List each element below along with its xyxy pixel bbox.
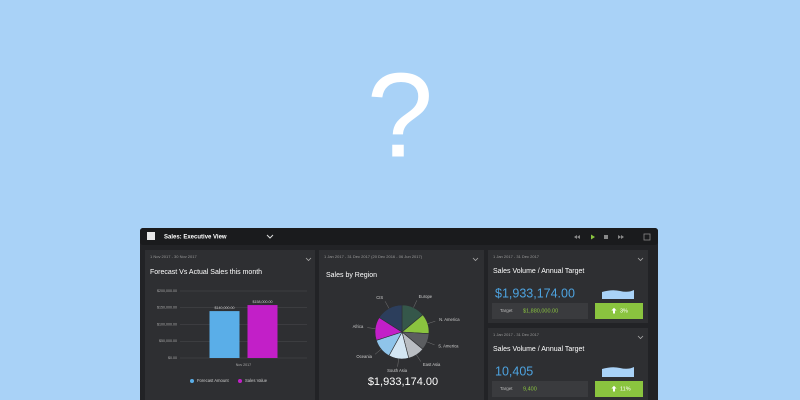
collapse-icon[interactable] (305, 257, 312, 262)
legend-swatch (190, 379, 194, 383)
bar-value-label: $140,000.00 (215, 306, 235, 310)
leader-line (427, 341, 435, 346)
kpi-value: 10,405 (495, 364, 533, 378)
header-bar (140, 228, 658, 245)
target-label: Target (500, 308, 513, 313)
fullscreen-button[interactable] (643, 233, 651, 241)
collapse-icon[interactable] (637, 335, 644, 340)
change-value: 3% (620, 308, 628, 314)
leader-line (397, 358, 399, 367)
play-button[interactable] (591, 234, 595, 240)
pie-slice (378, 304, 403, 333)
sparkline (602, 290, 634, 299)
legend-swatch (238, 379, 242, 383)
up-arrow (611, 385, 617, 392)
y-tick-label: $150,000.00 (157, 306, 177, 310)
pie-label: Oceania (356, 354, 372, 359)
leader-line (427, 320, 436, 324)
kpi-title: Sales Volume / Annual Target (493, 268, 584, 275)
collapse-icon[interactable] (472, 257, 479, 262)
kpi-title: Sales Volume / Annual Target (493, 346, 584, 353)
pie-label: CIS (376, 295, 383, 300)
panel-title: Sales by Region (326, 272, 377, 279)
prev-button[interactable] (574, 235, 580, 239)
kpi-value: $1,933,174.00 (495, 286, 575, 300)
logo (147, 232, 155, 240)
target-box (492, 303, 588, 319)
collapse-icon[interactable] (637, 257, 644, 262)
date-range: 1 Nov 2017 - 30 Nov 2017 (150, 254, 197, 259)
date-range: 1 Jan 2017 - 31 Dec 2017 (20 Dec 2016 - … (324, 254, 423, 259)
target-value: $1,880,000.00 (523, 308, 558, 314)
pie-label: S. America (438, 343, 459, 348)
sparkline (602, 367, 634, 377)
stop-button[interactable] (604, 235, 608, 239)
target-box (492, 381, 588, 397)
legend-label: Forecast Amount (197, 378, 229, 383)
bar-value-label: $158,000.00 (253, 300, 273, 304)
question-mark: ? (367, 49, 434, 183)
target-value: 9,400 (523, 386, 537, 392)
leader-line (367, 327, 376, 329)
dashboard-title[interactable]: Sales: Executive View (164, 235, 227, 241)
next-button[interactable] (618, 235, 624, 239)
bar (209, 311, 240, 358)
y-tick-label: $0.00 (168, 356, 177, 360)
y-tick-label: $200,000.00 (157, 289, 177, 293)
change-value: 11% (620, 386, 631, 392)
leader-line (384, 301, 390, 309)
y-tick-label: $100,000.00 (157, 322, 177, 326)
pie-label: East Asia (423, 362, 441, 367)
date-range: 1 Jan 2017 - 31 Dec 2017 (493, 332, 540, 337)
legend-label: Sales Value (245, 378, 268, 383)
leader-line (416, 354, 421, 362)
pie-label: Europe (419, 294, 433, 299)
y-tick-label: $50,000.00 (159, 339, 177, 343)
date-range: 1 Jan 2017 - 31 Dec 2017 (493, 254, 540, 259)
panel-title: Forecast Vs Actual Sales this month (150, 269, 262, 276)
pie-label: Africa (353, 324, 364, 329)
pie-label: South Asia (387, 368, 408, 373)
change-box (595, 381, 643, 397)
bar (247, 305, 278, 358)
change-box (595, 303, 643, 319)
x-tick-label: Nov 2017 (236, 363, 251, 367)
pie-total: $1,933,174.00 (368, 376, 438, 388)
leader-line (374, 349, 382, 355)
target-label: Target (500, 386, 513, 391)
leader-line (413, 300, 418, 308)
pie-label: N. America (439, 317, 460, 322)
dropdown-icon[interactable] (266, 234, 274, 239)
up-arrow (611, 307, 617, 314)
